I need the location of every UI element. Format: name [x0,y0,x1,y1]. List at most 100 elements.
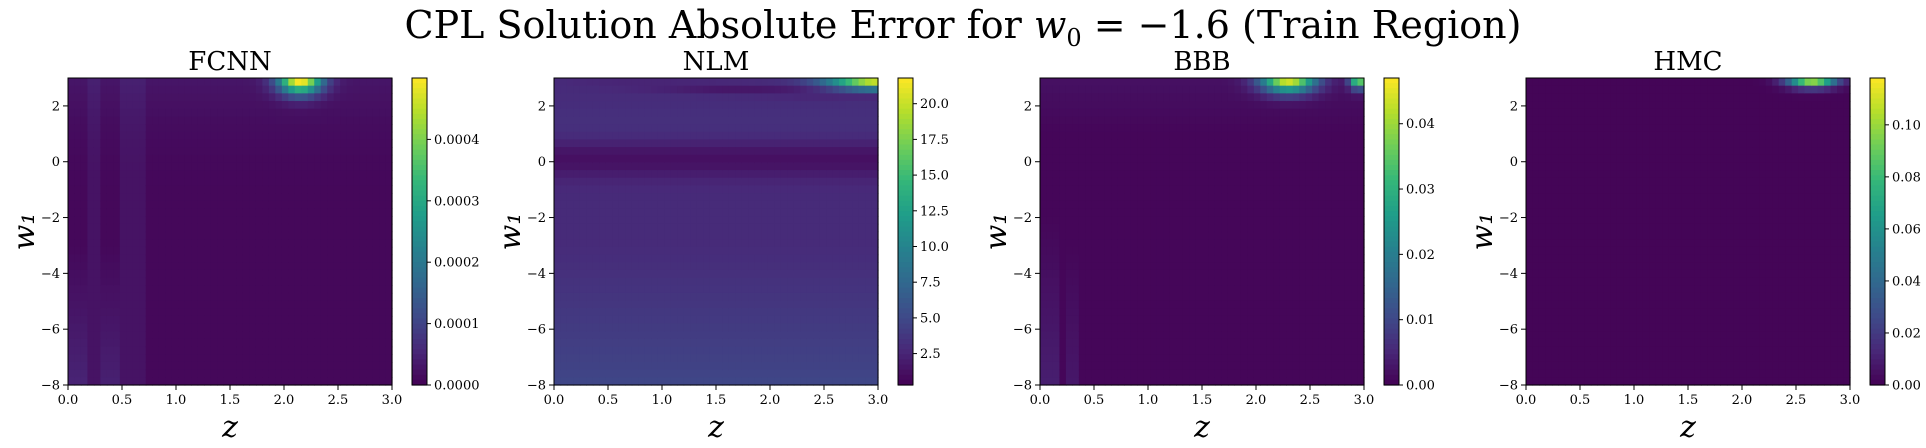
heatmap-cell [605,170,613,179]
heatmap-cell [385,131,393,140]
heatmap-cell [560,377,568,386]
heatmap-cell [100,177,108,187]
heatmap-cell [1078,323,1086,332]
heatmap-cell [1156,346,1164,355]
heatmap-cell [307,177,315,187]
heatmap-cell [690,262,698,271]
heatmap-cell [1072,308,1080,317]
heatmap-cell [774,308,782,317]
heatmap-cell [722,308,730,317]
heatmap-cell [158,315,166,325]
heatmap-cell [787,277,795,286]
heatmap-cell [865,208,873,217]
heatmap-cell [787,292,795,302]
heatmap-cell [126,216,134,225]
heatmap-cell [1156,262,1164,271]
heatmap-cell [579,223,587,233]
heatmap-cell [560,216,568,225]
heatmap-cell [741,239,749,248]
heatmap-cell [242,377,251,386]
heatmap-cell [793,162,801,171]
heatmap-cell [106,331,114,340]
heatmap-cell [1156,78,1164,87]
heatmap-cell [1078,162,1086,171]
heatmap-cell [871,85,879,94]
heatmap-cell [294,346,302,355]
heatmap-cell [184,239,192,248]
heatmap-cell [152,315,160,325]
heatmap-cell [767,369,775,378]
heatmap-cell [294,101,302,110]
heatmap-cell [113,131,121,140]
heatmap-cell [735,254,743,263]
heatmap-cell [1078,85,1086,94]
heatmap-cell [288,208,296,217]
heatmap-cell [839,139,847,148]
heatmap-cell [644,254,652,263]
heatmap-cell [651,185,659,194]
heatmap-cell [255,139,263,148]
heatmap-cell [204,377,212,386]
heatmap-cell [93,93,101,102]
heatmap-cell [774,323,782,332]
heatmap-cell [346,308,354,317]
heatmap-cell [761,185,769,194]
heatmap-cell [340,346,348,355]
heatmap-cell [767,323,775,332]
heatmap-cell [651,139,659,148]
heatmap-cell [826,269,834,279]
heatmap-cell [709,300,717,309]
heatmap-cell [806,85,814,94]
heatmap-cell [366,300,374,309]
heatmap-cell [132,223,140,233]
heatmap-cell [340,170,348,179]
heatmap-cell [139,369,147,378]
heatmap-cell [690,139,698,148]
heatmap-cell [1085,193,1093,202]
heatmap-cell [852,262,860,271]
heatmap-cell [1111,139,1119,148]
heatmap-cell [748,101,756,110]
heatmap-cell [184,369,192,378]
heatmap-cell [852,331,860,340]
heatmap-cell [852,177,860,187]
heatmap-cell [767,262,775,271]
heatmap-cell [379,239,387,248]
heatmap-cell [139,377,147,386]
heatmap-cell [780,246,788,256]
heatmap-cell [599,246,607,256]
heatmap-cell [845,154,853,164]
heatmap-cell [113,177,121,187]
heatmap-cell [1150,116,1158,125]
heatmap-cell [171,323,179,332]
heatmap-cell [774,239,782,248]
heatmap-cell [165,308,173,317]
heatmap-cell [1163,116,1171,125]
heatmap-cell [806,147,814,156]
heatmap-cell [625,246,633,256]
heatmap-cell [716,124,724,133]
heatmap-cell [644,239,652,248]
heatmap-cell [560,277,568,286]
heatmap-cell [780,177,788,187]
heatmap-cell [826,262,834,271]
heatmap-cell [748,185,756,194]
heatmap-cell [638,354,646,363]
heatmap-cell [579,285,587,294]
heatmap-cell [599,200,607,210]
heatmap-cell [839,315,847,325]
heatmap-cell [625,116,633,125]
heatmap-cell [327,361,335,371]
heatmap-cell [806,338,814,348]
heatmap-cell [113,139,121,148]
heatmap-cell [385,277,393,286]
heatmap-cell [1150,124,1158,133]
heatmap-cell [592,124,600,133]
heatmap-cell [690,93,698,102]
heatmap-cell [171,377,179,386]
heatmap-cell [754,369,762,378]
heatmap-cell [171,108,179,117]
heatmap-cell [171,346,179,355]
colorbar-segment [412,369,427,376]
heatmap-cell [800,262,808,271]
